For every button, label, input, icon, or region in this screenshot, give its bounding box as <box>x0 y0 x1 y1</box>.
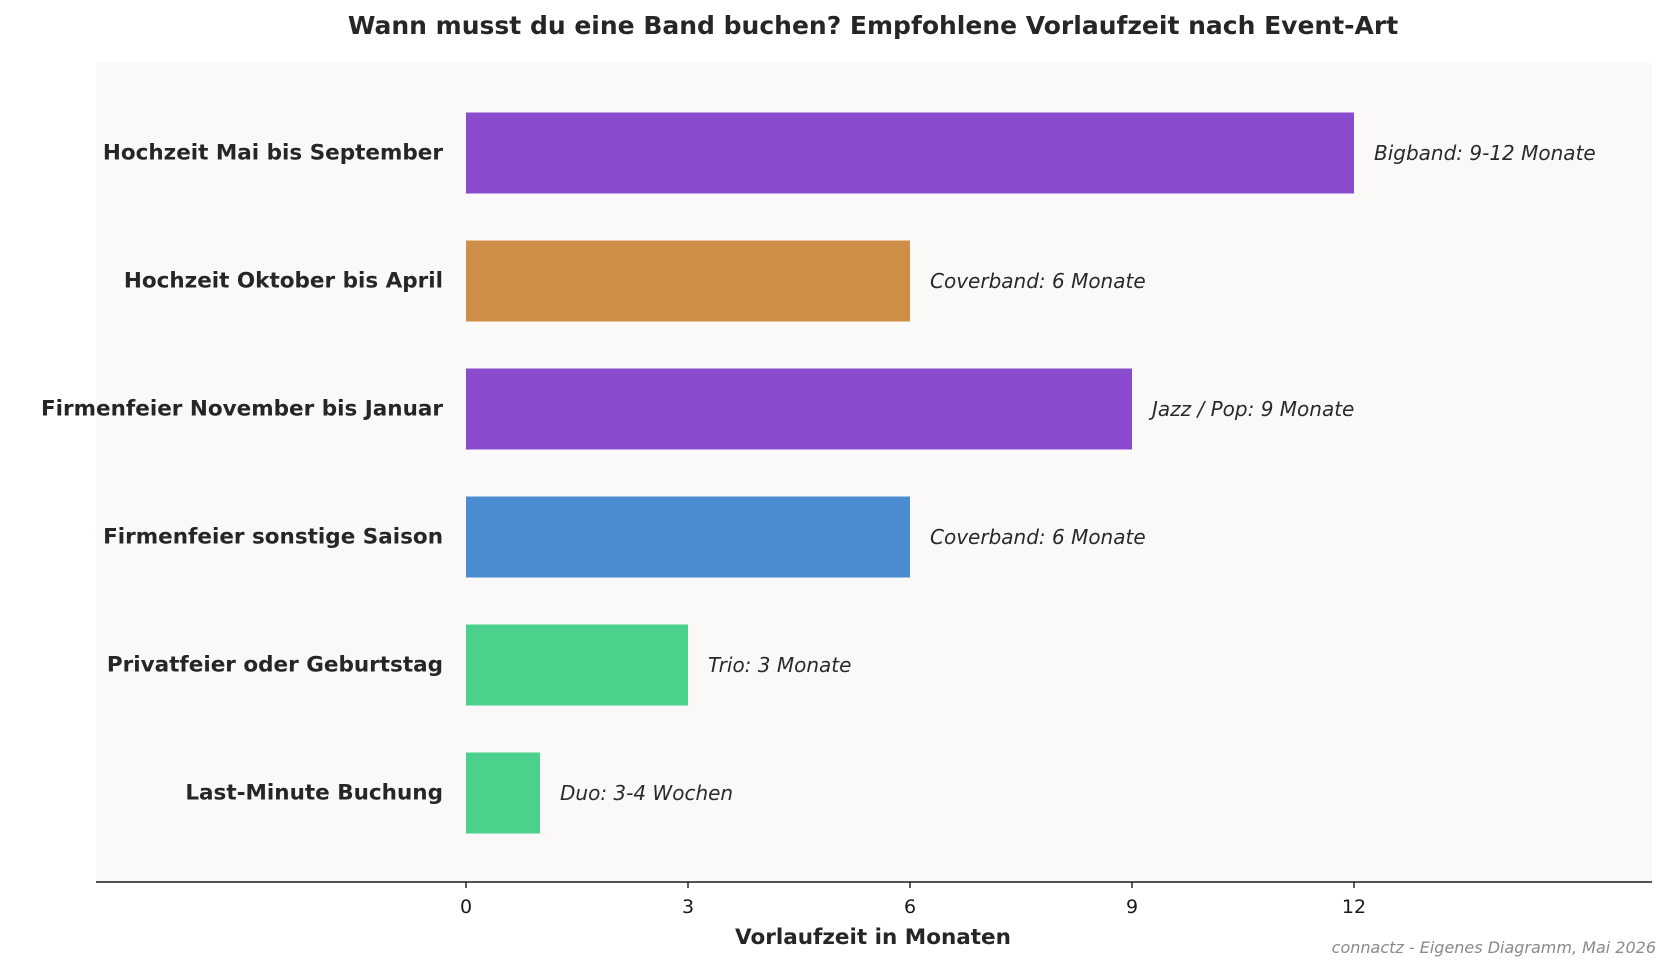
category-label: Firmenfeier November bis Januar <box>41 397 443 422</box>
x-tick-label: 3 <box>682 896 694 918</box>
x-tick-label: 12 <box>1342 896 1366 918</box>
data-label: Coverband: 6 Monate <box>930 525 1146 549</box>
category-labels: Hochzeit Mai bis September Hochzeit Oktob… <box>41 141 443 806</box>
category-label: Firmenfeier sonstige Saison <box>103 525 443 550</box>
bar-1 <box>466 112 1354 194</box>
x-tick-label: 6 <box>904 896 916 918</box>
data-label: Duo: 3-4 Wochen <box>560 781 733 805</box>
data-labels: Bigband: 9-12 Monate Coverband: 6 Monate J… <box>560 141 1596 805</box>
x-tick-label: 0 <box>460 896 472 918</box>
source-note: connactz - Eigenes Diagramm, Mai 2026 <box>1332 938 1656 957</box>
bar-4 <box>466 496 910 578</box>
data-label: Trio: 3 Monate <box>708 653 851 677</box>
data-label: Jazz / Pop: 9 Monate <box>1148 397 1354 421</box>
plot-background <box>96 63 1652 882</box>
x-axis-ticks: 0 3 6 9 12 <box>460 882 1366 918</box>
bar-6 <box>466 752 540 834</box>
chart-title: Wann musst du eine Band buchen? Empfohle… <box>348 11 1398 40</box>
x-tick-label: 9 <box>1126 896 1138 918</box>
bar-3 <box>466 368 1132 450</box>
data-label: Bigband: 9-12 Monate <box>1374 141 1596 165</box>
data-label: Coverband: 6 Monate <box>930 269 1146 293</box>
bar-5 <box>466 624 688 706</box>
category-label: Hochzeit Oktober bis April <box>124 269 443 294</box>
bar-2 <box>466 240 910 322</box>
category-label: Privatfeier oder Geburtstag <box>107 653 443 678</box>
category-label: Last-Minute Buchung <box>185 781 443 806</box>
bars-layer <box>466 112 1354 834</box>
x-axis-title: Vorlaufzeit in Monaten <box>735 925 1011 950</box>
category-label: Hochzeit Mai bis September <box>103 141 444 166</box>
